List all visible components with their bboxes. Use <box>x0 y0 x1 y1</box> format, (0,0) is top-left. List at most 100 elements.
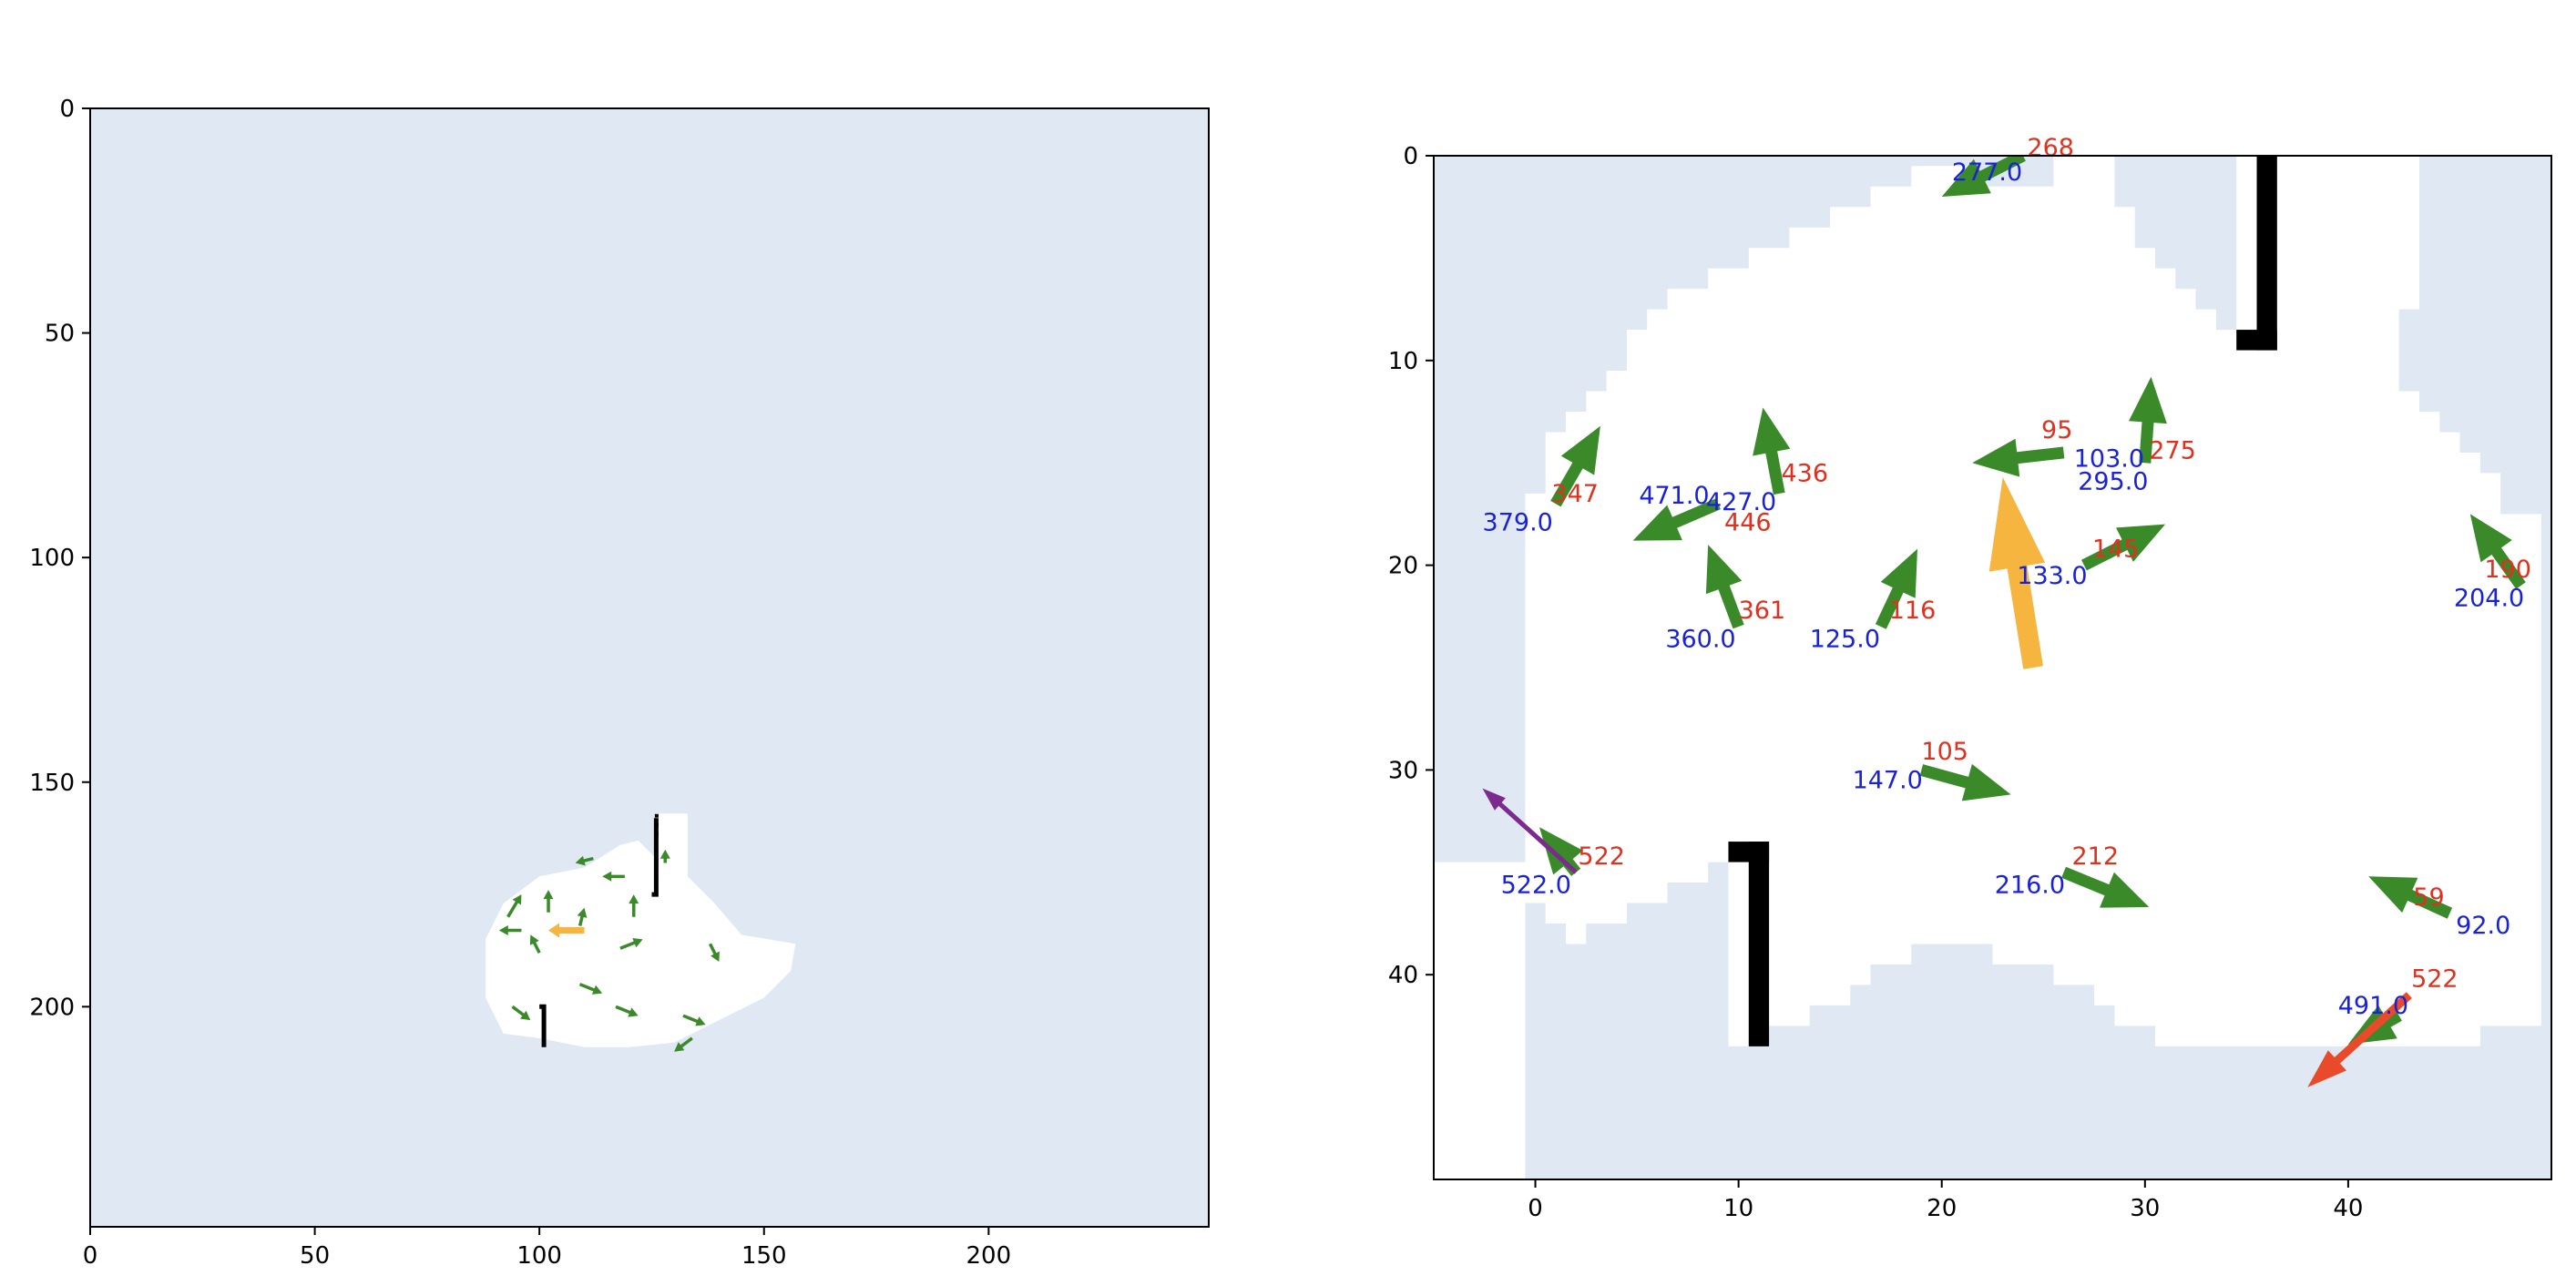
x-tick-label: 0 <box>83 1242 98 1270</box>
y-tick-label: 10 <box>1388 348 1418 375</box>
wall-segment <box>651 818 659 897</box>
value-label: 204.0 <box>2454 585 2524 613</box>
agent-arrow <box>577 907 588 926</box>
target-arrow <box>1988 476 2046 669</box>
wall-segment <box>1748 842 1770 1046</box>
step-label: 212 <box>2072 842 2120 871</box>
agent-arrow <box>629 894 639 917</box>
x-tick-label: 20 <box>1927 1195 1957 1222</box>
step-label: 145 <box>2092 536 2140 564</box>
x-tick-label: 30 <box>2130 1195 2160 1222</box>
agent-arrow <box>602 871 625 882</box>
y-tick-label: 0 <box>59 96 75 123</box>
agent-arrow <box>709 943 720 962</box>
value-label: 379.0 <box>1483 508 1553 536</box>
plot-area <box>90 108 1209 1227</box>
step-label: 59 <box>2413 883 2444 912</box>
value-label: 216.0 <box>1995 871 2065 899</box>
agent-arrow <box>2368 876 2453 919</box>
background-region <box>1434 156 2551 1179</box>
wall-segment <box>539 1004 547 1047</box>
value-label: 360.0 <box>1665 626 1735 654</box>
step-label: 522 <box>2411 965 2458 994</box>
x-tick-label: 0 <box>1528 1195 1543 1222</box>
purple-arrow <box>1482 788 1578 874</box>
agent-arrow <box>2061 866 2150 908</box>
agent-arrow <box>2081 524 2166 571</box>
value-label: 125.0 <box>1810 626 1880 654</box>
step-label: 95 <box>2041 416 2072 444</box>
y-tick-label: 150 <box>29 770 75 797</box>
y-tick-label: 50 <box>45 321 75 348</box>
agent-arrow <box>659 849 670 863</box>
agent-arrow <box>1919 763 2011 801</box>
wall-segment <box>2236 330 2277 351</box>
value-label: 147.0 <box>1853 767 1923 795</box>
y-tick-label: 30 <box>1388 757 1418 784</box>
agent-arrow <box>682 1014 706 1026</box>
agent-arrow <box>2469 514 2526 589</box>
agent-arrow <box>1941 156 2026 197</box>
value-label: 295.0 <box>2078 467 2148 495</box>
agent-arrow <box>1550 425 1600 507</box>
agent-arrow <box>1539 827 1583 876</box>
agent-arrow <box>1972 438 2065 477</box>
plot-area <box>1434 156 2551 1179</box>
x-tick-label: 10 <box>1723 1195 1753 1222</box>
x-tick-label: 100 <box>516 1242 562 1270</box>
step-label: 436 <box>1781 459 1828 487</box>
y-tick-label: 0 <box>1403 143 1418 170</box>
agent-arrow <box>2129 376 2167 464</box>
agent-arrow <box>529 934 541 954</box>
value-label: 133.0 <box>2017 562 2087 590</box>
agent-arrow <box>615 1005 639 1017</box>
step-label: 268 <box>2027 134 2074 162</box>
value-label: 471.0 <box>1639 482 1709 510</box>
step-label: 361 <box>1739 597 1786 625</box>
y-tick-label: 40 <box>1388 962 1418 989</box>
y-tick-label: 100 <box>29 545 75 572</box>
agent-arrow <box>674 1036 693 1052</box>
free-space-region <box>486 813 796 1047</box>
step-label: 347 <box>1551 480 1599 508</box>
step-label: 275 <box>2149 437 2196 465</box>
x-tick-label: 200 <box>966 1242 1012 1270</box>
agent-arrow <box>511 1005 531 1021</box>
value-label: 103.0 <box>2074 445 2144 474</box>
y-tick-label: 200 <box>29 994 75 1021</box>
agent-arrow <box>575 855 594 866</box>
x-tick-label: 150 <box>741 1242 787 1270</box>
value-label: 522.0 <box>1501 871 1571 899</box>
value-label: 427.0 <box>1706 488 1776 516</box>
step-label: 105 <box>1921 738 1968 766</box>
axes-frame <box>1433 155 2552 1180</box>
agent-arrow <box>1753 407 1791 495</box>
step-label: 116 <box>1889 597 1937 625</box>
wall-dot <box>654 822 659 827</box>
wall-dot <box>654 832 659 836</box>
agent-arrow <box>1875 548 1917 629</box>
red-arrow <box>2307 992 2412 1087</box>
agent-arrow <box>506 894 522 918</box>
value-label: 491.0 <box>2338 992 2408 1020</box>
agent-arrow <box>543 890 554 913</box>
agent-arrow <box>619 938 643 950</box>
axes-frame <box>89 107 1210 1228</box>
left-map-panel: 0 50 100 150 200 0 50 100 150 200 <box>29 96 1210 1270</box>
step-label: 522 <box>1578 842 1625 871</box>
y-tick-label: 20 <box>1388 553 1418 580</box>
step-label: 190 <box>2484 556 2531 584</box>
target-arrow <box>548 923 585 938</box>
agent-arrow <box>578 983 603 995</box>
x-tick-label: 50 <box>300 1242 330 1270</box>
value-label: 92.0 <box>2456 912 2510 940</box>
value-label: 277.0 <box>1952 158 2022 187</box>
background-region <box>90 108 1209 1227</box>
wall-segment <box>2256 156 2277 351</box>
agent-arrow <box>1705 545 1744 629</box>
x-tick-label: 40 <box>2333 1195 2363 1222</box>
agent-arrow <box>498 925 522 935</box>
step-label: 446 <box>1724 508 1772 536</box>
